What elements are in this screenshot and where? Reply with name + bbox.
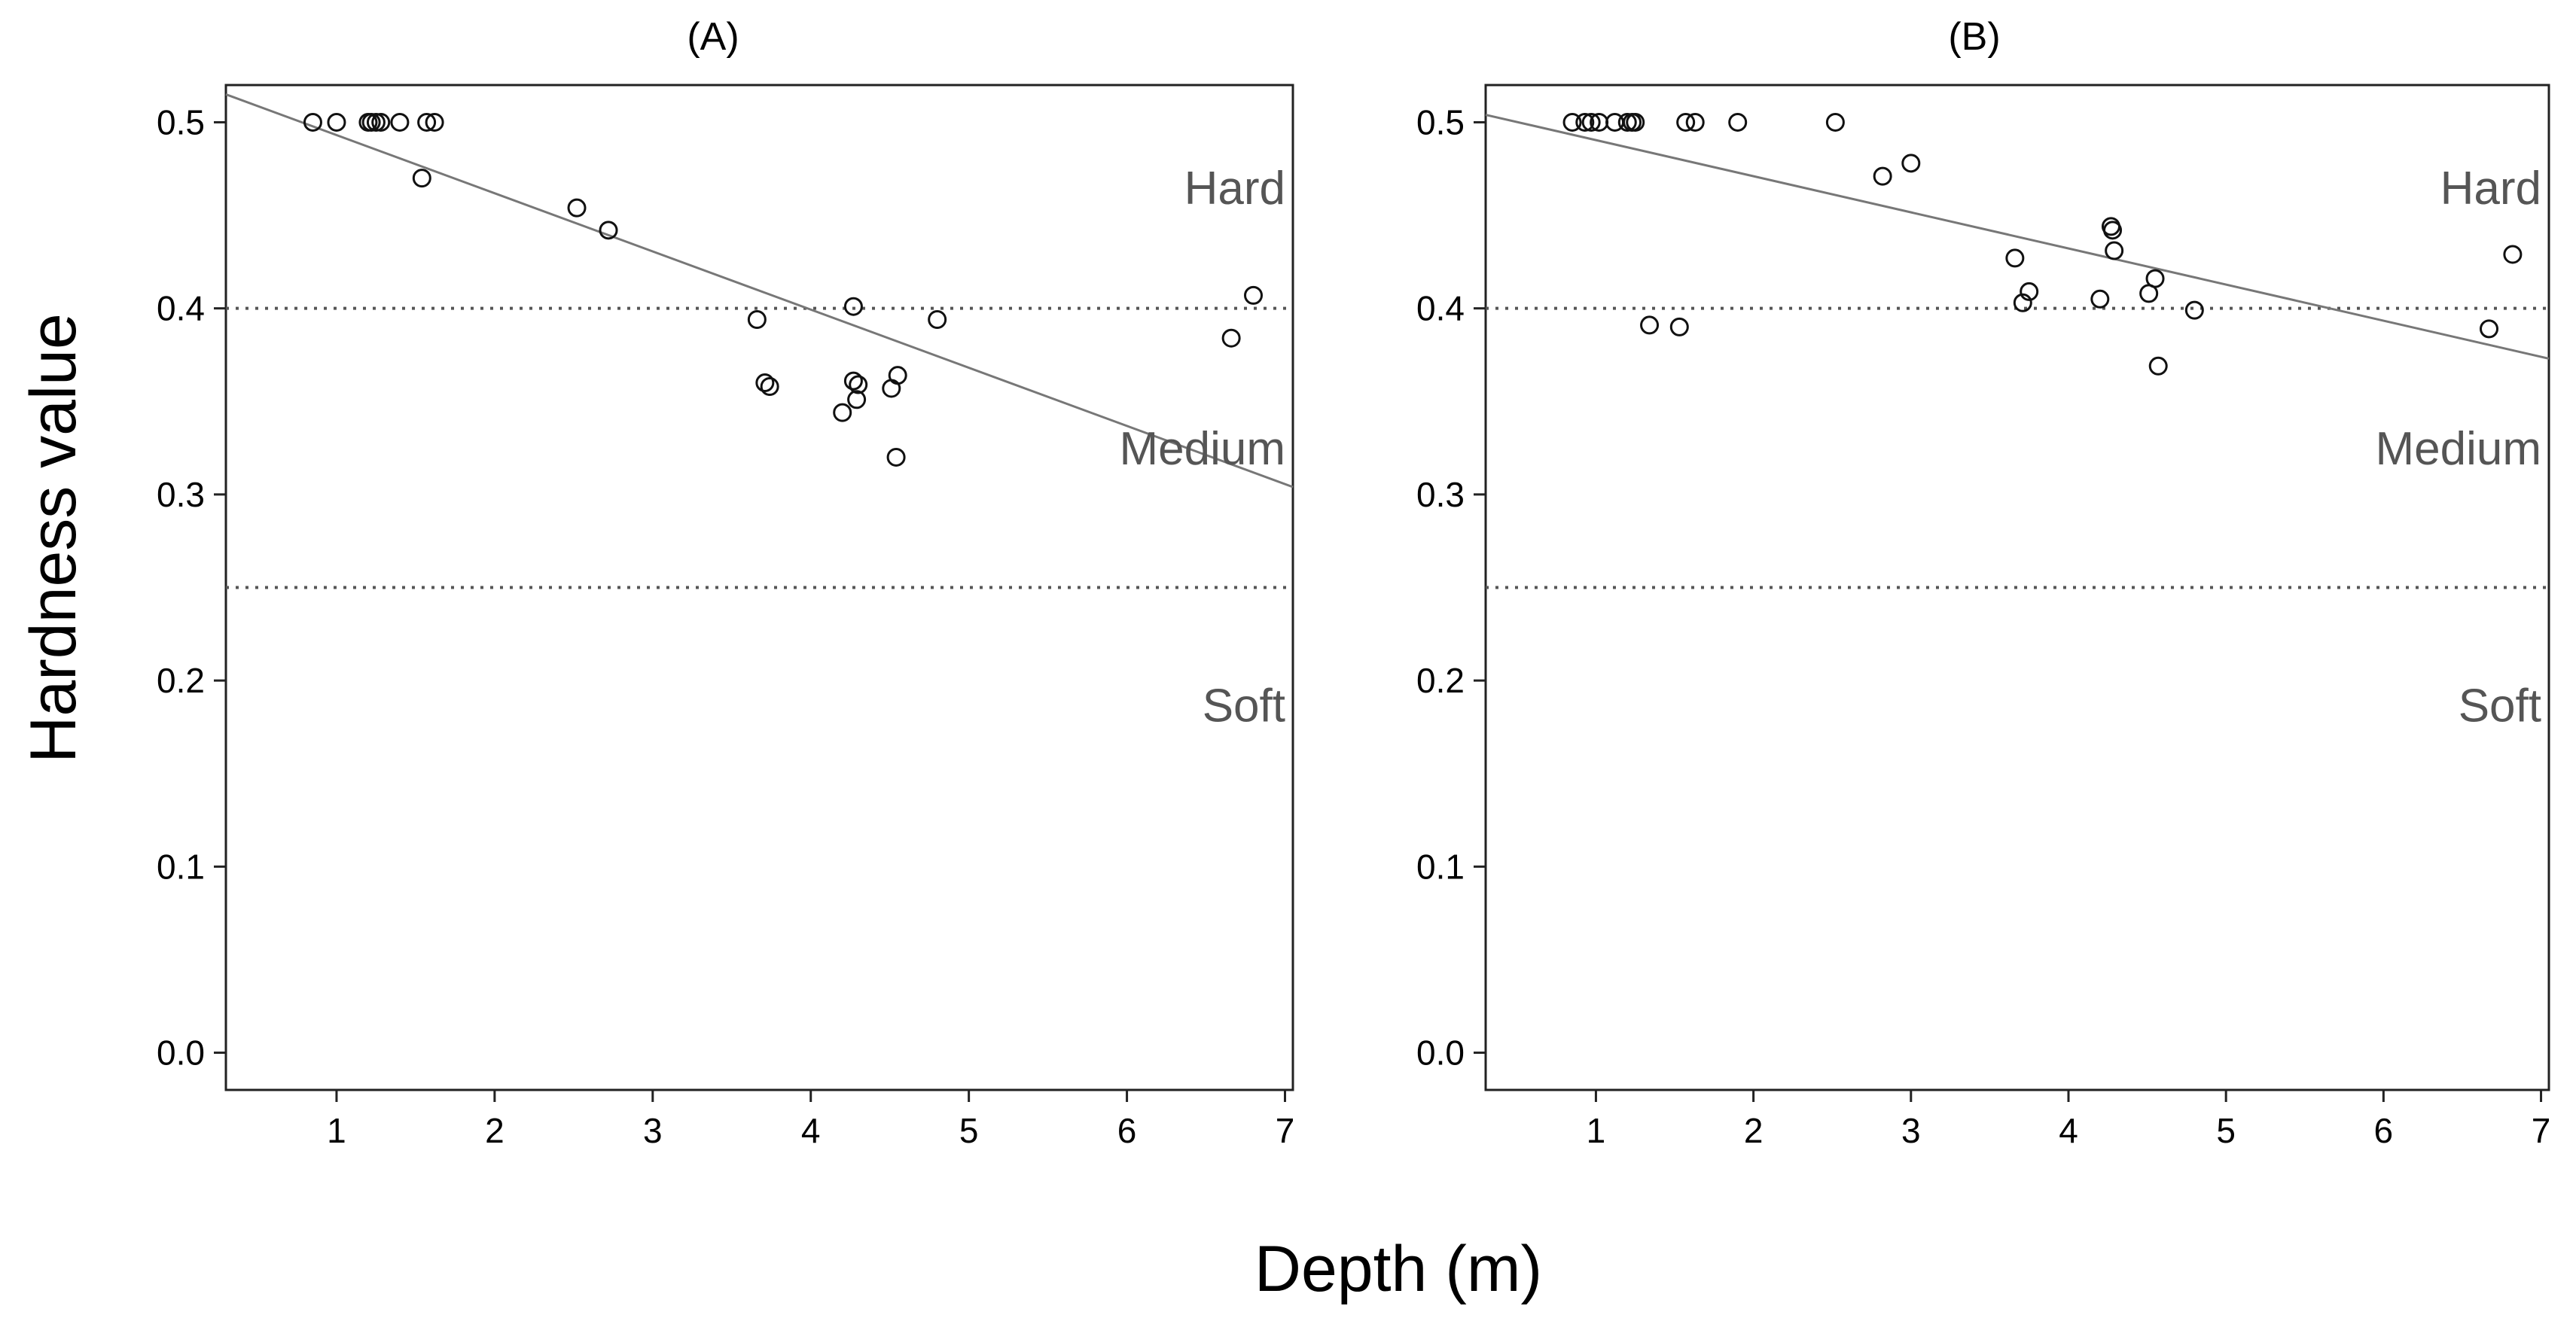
data-point-b bbox=[2090, 289, 2110, 309]
data-point-b bbox=[1581, 112, 1601, 132]
data-point-b bbox=[2013, 293, 2032, 312]
data-point-b bbox=[1685, 112, 1705, 132]
x-tick-label-a: 4 bbox=[801, 1111, 821, 1150]
data-point-b bbox=[2480, 319, 2499, 339]
y-tick-label-b: 0.2 bbox=[1416, 661, 1465, 700]
zone-label-soft-a: Soft bbox=[1203, 680, 1285, 732]
x-tick-label-b: 4 bbox=[2059, 1111, 2078, 1150]
data-point-b bbox=[2184, 300, 2204, 320]
y-tick-label-a: 0.0 bbox=[157, 1033, 205, 1073]
panel-b-title: (B) bbox=[1948, 15, 2000, 59]
x-tick-label-b: 1 bbox=[1587, 1111, 1606, 1150]
fit-line-b bbox=[1485, 114, 2550, 360]
y-axis-label: Hardness value bbox=[17, 313, 90, 763]
zone-label-soft-b: Soft bbox=[2459, 680, 2541, 732]
data-point-a bbox=[371, 112, 391, 132]
y-tick-label-b: 0.1 bbox=[1416, 847, 1465, 886]
x-tick-label-b: 5 bbox=[2216, 1111, 2236, 1150]
data-point-a bbox=[425, 112, 444, 132]
data-point-a bbox=[303, 112, 322, 132]
y-tick-label-b: 0.5 bbox=[1416, 102, 1465, 142]
x-tick-label-b: 2 bbox=[1744, 1111, 1764, 1150]
data-point-b bbox=[2148, 356, 2168, 376]
y-tick-label-b: 0.4 bbox=[1416, 289, 1465, 328]
data-point-b bbox=[2105, 241, 2124, 260]
data-point-a bbox=[755, 373, 775, 393]
data-point-b bbox=[1575, 112, 1595, 132]
data-point-a bbox=[888, 366, 907, 385]
zone-label-medium-b: Medium bbox=[2375, 423, 2541, 475]
data-point-a bbox=[886, 447, 906, 467]
data-point-a bbox=[747, 310, 767, 329]
data-point-b bbox=[2103, 221, 2123, 240]
x-tick-label-b: 3 bbox=[1901, 1111, 1921, 1150]
x-tick-label-a: 3 bbox=[643, 1111, 663, 1150]
fit-line-a bbox=[225, 93, 1294, 489]
data-point-a bbox=[843, 371, 863, 391]
data-point-b bbox=[2503, 245, 2523, 264]
x-tick-label-a: 2 bbox=[485, 1111, 505, 1150]
y-tick-label-a: 0.4 bbox=[157, 289, 205, 328]
x-tick-label-a: 7 bbox=[1276, 1111, 1295, 1150]
data-point-b bbox=[1669, 317, 1689, 336]
y-tick-label-a: 0.5 bbox=[157, 102, 205, 142]
zone-label-hard-b: Hard bbox=[2440, 163, 2541, 215]
x-tick-label-a: 5 bbox=[959, 1111, 979, 1150]
data-point-b bbox=[1825, 112, 1845, 132]
y-tick-label-b: 0.0 bbox=[1416, 1033, 1465, 1073]
data-point-a bbox=[1244, 285, 1264, 305]
data-point-b bbox=[2020, 282, 2039, 301]
zone-label-hard-a: Hard bbox=[1184, 163, 1285, 215]
x-tick-label-b: 6 bbox=[2374, 1111, 2394, 1150]
data-point-a bbox=[412, 169, 431, 188]
x-tick-label-a: 1 bbox=[327, 1111, 346, 1150]
x-tick-label-b: 7 bbox=[2532, 1111, 2551, 1150]
data-point-b bbox=[1562, 112, 1582, 132]
data-point-b bbox=[1901, 154, 1921, 173]
x-axis-label: Depth (m) bbox=[1254, 1233, 1542, 1305]
data-point-a bbox=[567, 198, 587, 218]
panel-b: (B) 1 2 3 4 5 6 7 0.0 0.1 0.2 0.3 0.4 0.5 Hard Mediu… bbox=[1416, 15, 2550, 1150]
data-point-a bbox=[361, 112, 381, 132]
data-point-a bbox=[928, 310, 947, 329]
data-point-a bbox=[327, 112, 346, 132]
data-point-a bbox=[599, 221, 618, 240]
y-tick-label-b: 0.3 bbox=[1416, 475, 1465, 514]
data-point-b bbox=[1873, 166, 1892, 186]
data-point-b bbox=[1728, 112, 1748, 132]
panel-a-title: (A) bbox=[687, 15, 739, 59]
data-point-b bbox=[2005, 248, 2025, 268]
panel-a: (A) 1 2 3 4 5 6 7 0.0 0.1 0.2 0.3 0.4 0.5 Hard Mediu… bbox=[157, 15, 1294, 1150]
y-tick-label-a: 0.2 bbox=[157, 661, 205, 700]
data-point-a bbox=[833, 403, 852, 422]
data-point-a bbox=[847, 390, 867, 409]
data-point-a bbox=[1221, 328, 1241, 348]
data-point-a bbox=[390, 112, 410, 132]
data-point-a bbox=[366, 112, 386, 132]
y-tick-label-a: 0.3 bbox=[157, 475, 205, 514]
data-point-a bbox=[417, 112, 437, 132]
data-point-b bbox=[1676, 112, 1696, 132]
data-point-a bbox=[760, 377, 779, 396]
zone-label-medium-a: Medium bbox=[1119, 423, 1285, 475]
data-point-a bbox=[849, 375, 868, 394]
data-point-b bbox=[2145, 269, 2165, 288]
data-point-b bbox=[1617, 112, 1637, 132]
y-tick-label-a: 0.1 bbox=[157, 847, 205, 886]
data-point-a bbox=[843, 297, 863, 316]
data-point-b bbox=[1640, 315, 1660, 335]
data-point-b bbox=[1626, 112, 1645, 132]
x-tick-label-a: 6 bbox=[1117, 1111, 1137, 1150]
